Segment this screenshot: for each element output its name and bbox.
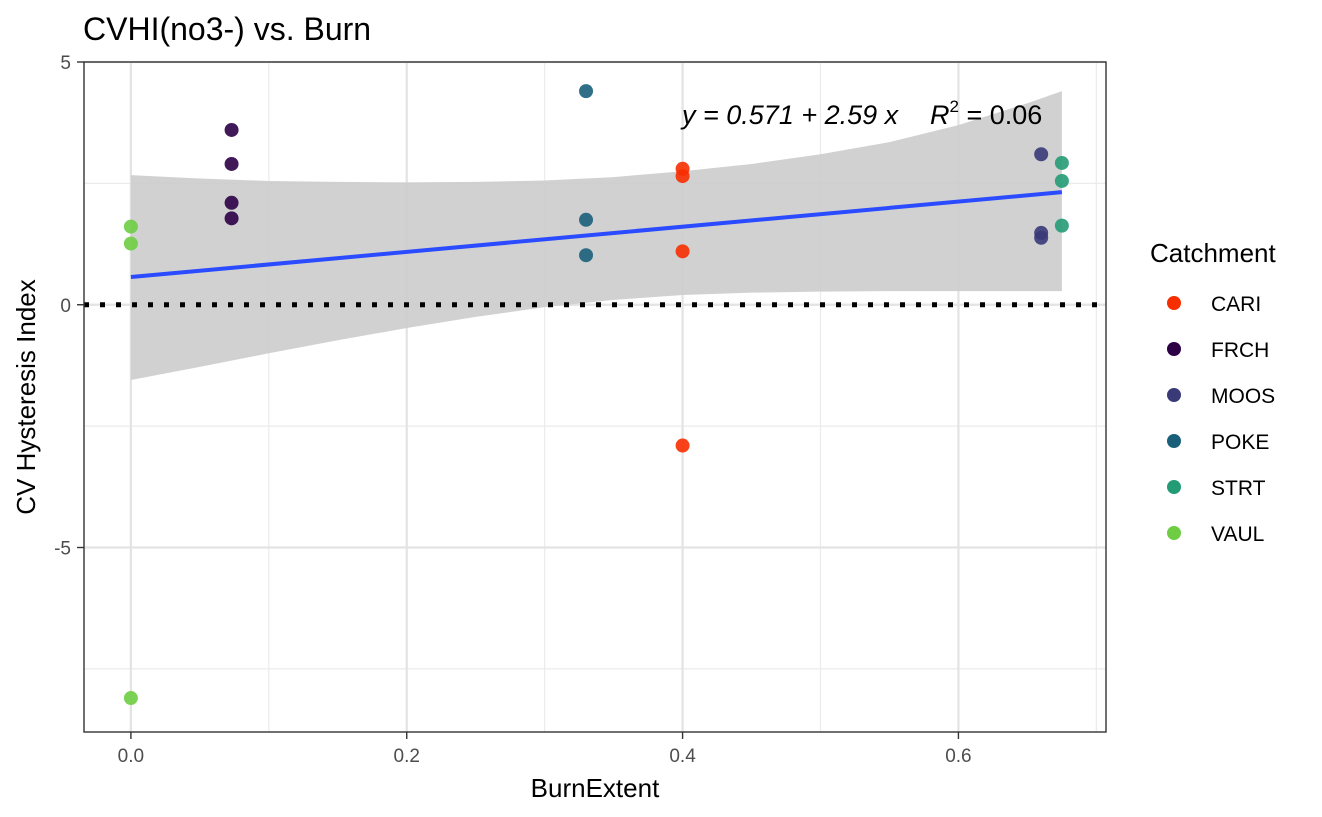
- regression-equation: y = 0.571 + 2.59 x: [680, 100, 900, 130]
- y-tick-label: 0: [60, 296, 71, 317]
- legend-key-frch: [1167, 342, 1181, 356]
- data-points: [123, 84, 1069, 706]
- legend-key-moos: [1167, 388, 1181, 402]
- chart-title: CVHI(no3-) vs. Burn: [83, 11, 371, 47]
- x-tick-label: 0.4: [669, 746, 696, 767]
- y-tick-label: 5: [60, 53, 71, 74]
- y-tick-label: -5: [54, 539, 71, 560]
- data-point-moos: [1034, 147, 1049, 162]
- data-point-poke: [579, 84, 594, 99]
- panel-border: [83, 61, 1107, 733]
- legend-label-vaul: VAUL: [1211, 523, 1264, 546]
- data-point-poke: [579, 212, 594, 227]
- data-point-vaul: [123, 219, 138, 234]
- data-point-frch: [224, 211, 239, 226]
- y-axis-title: CV Hysteresis Index: [11, 279, 41, 515]
- x-axis: 0.0 0.2 0.4 0.6: [118, 732, 972, 767]
- data-point-cari: [675, 169, 690, 184]
- data-point-strt: [1054, 173, 1069, 188]
- legend: Catchment CARI FRCH MOOS POKE STRT VAUL: [1150, 238, 1276, 546]
- data-point-cari: [675, 244, 690, 259]
- plot-panel: [83, 60, 1107, 733]
- data-point-frch: [224, 156, 239, 171]
- legend-key-poke: [1167, 434, 1181, 448]
- y-axis: -5 0 5: [54, 53, 84, 560]
- data-point-vaul: [123, 236, 138, 251]
- data-point-cari: [675, 438, 690, 453]
- data-point-moos: [1034, 230, 1049, 245]
- x-axis-title: BurnExtent: [531, 773, 660, 803]
- legend-label-moos: MOOS: [1211, 385, 1275, 408]
- legend-key-vaul: [1167, 526, 1181, 540]
- data-point-frch: [224, 122, 239, 137]
- x-tick-label: 0.2: [394, 746, 420, 767]
- regression-line: [130, 190, 1063, 280]
- data-point-strt: [1054, 218, 1069, 233]
- legend-key-cari: [1167, 296, 1181, 310]
- legend-label-frch: FRCH: [1211, 339, 1269, 362]
- legend-label-poke: POKE: [1211, 431, 1269, 454]
- data-point-vaul: [123, 691, 138, 706]
- r-squared-annotation: R2 = 0.06: [930, 97, 1042, 130]
- legend-label-cari: CARI: [1211, 293, 1261, 316]
- data-point-strt: [1054, 155, 1069, 170]
- data-point-poke: [579, 248, 594, 263]
- legend-label-strt: STRT: [1211, 477, 1266, 500]
- legend-key-strt: [1167, 480, 1181, 494]
- x-tick-label: 0.0: [118, 746, 144, 767]
- x-tick-label: 0.6: [945, 746, 971, 767]
- data-point-frch: [224, 195, 239, 210]
- legend-title: Catchment: [1150, 238, 1276, 268]
